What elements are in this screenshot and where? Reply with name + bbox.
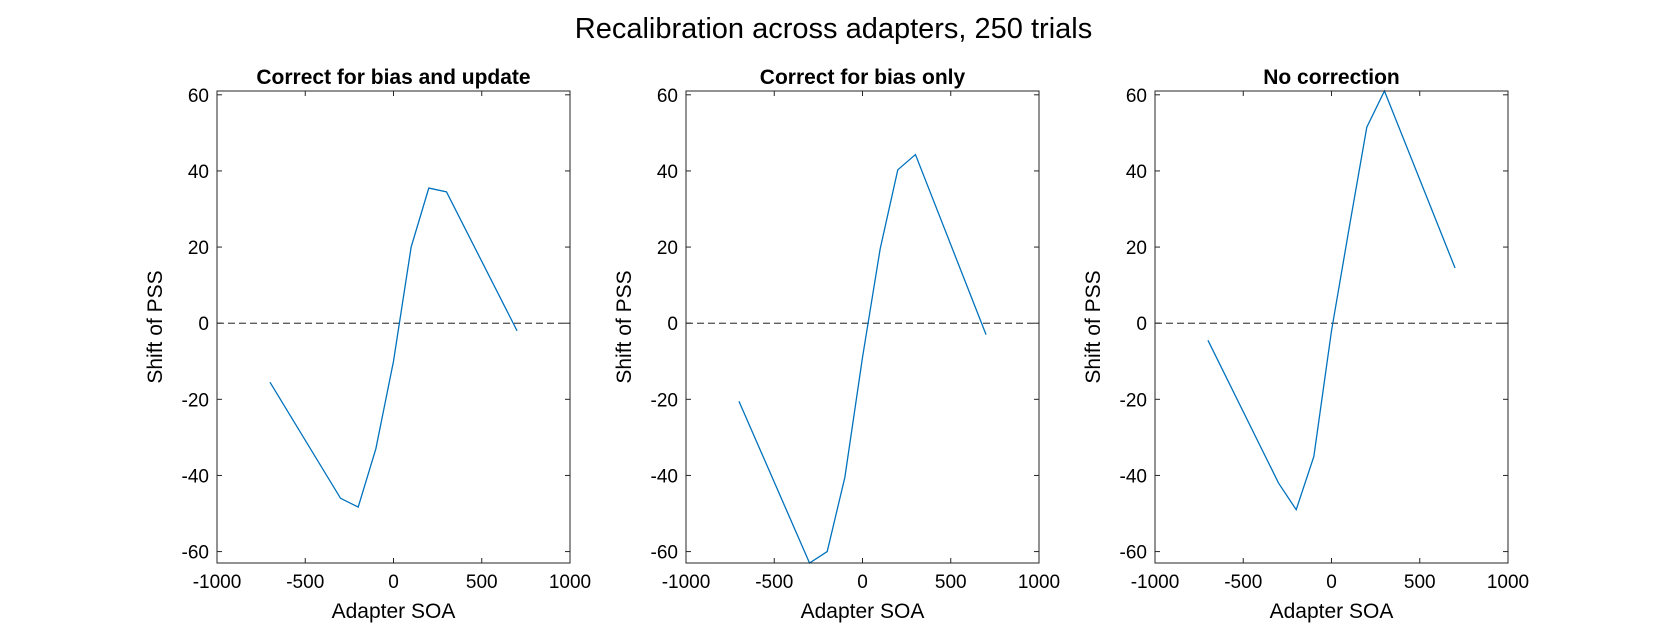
x-tick-label: 500 [935,572,967,593]
x-tick-label: 0 [857,572,868,593]
y-tick-label: 40 [1126,162,1147,183]
figure-title: Recalibration across adapters, 250 trial… [575,13,1092,45]
y-tick-label: -60 [651,543,678,564]
x-tick-label: 0 [388,572,399,593]
series-line [738,153,987,564]
y-tick-label: 60 [188,86,209,107]
x-tick-label: 500 [466,572,498,593]
series-line [269,187,518,508]
y-tick-label: -20 [1120,390,1147,411]
x-tick-label: 500 [1404,572,1436,593]
y-tick-label: 60 [1126,86,1147,107]
y-tick-label: -20 [651,390,678,411]
y-tick-label: -40 [1120,466,1147,487]
x-tick-label: -500 [286,572,324,593]
y-tick-label: 0 [667,314,678,335]
panels: -1000 -500 0 500 1000 -60 -40 -20 0 20 40 60 Correct… [144,66,1529,623]
y-tick-label: 60 [657,86,678,107]
x-tick-label: 0 [1326,572,1337,593]
y-axis-label: Shift of PSS [144,270,167,383]
y-tick-label: -60 [1120,543,1147,564]
y-tick-label: 40 [657,162,678,183]
x-tick-label: 1000 [549,572,591,593]
y-tick-label: 20 [1126,238,1147,259]
x-tick-label: -1000 [1131,572,1180,593]
y-tick-label: 20 [188,238,209,259]
series-line [1207,89,1456,512]
y-tick-label: -20 [182,390,209,411]
x-axis-label: Adapter SOA [332,600,456,623]
x-tick-label: -1000 [193,572,242,593]
x-tick-label: 1000 [1018,572,1060,593]
x-tick-label: 1000 [1487,572,1529,593]
y-tick-label: 0 [198,314,209,335]
panel-title: Correct for bias and update [256,66,530,89]
y-tick-label: -40 [651,466,678,487]
y-axis-label: Shift of PSS [613,270,636,383]
panel-title: Correct for bias only [760,66,966,89]
y-tick-label: -40 [182,466,209,487]
x-axis-label: Adapter SOA [801,600,925,623]
plot-area [217,91,570,563]
x-tick-label: -500 [1224,572,1262,593]
panel-3: -1000 -500 0 500 1000 -60 -40 -20 0 20 40 60 No corr… [1082,66,1529,623]
x-tick-label: -500 [755,572,793,593]
x-tick-label: -1000 [662,572,711,593]
panel-title: No correction [1263,66,1400,89]
y-axis-label: Shift of PSS [1082,270,1105,383]
y-tick-label: 0 [1136,314,1147,335]
panel-1: -1000 -500 0 500 1000 -60 -40 -20 0 20 40 60 Correct… [144,66,591,623]
panel-2: -1000 -500 0 500 1000 -60 -40 -20 0 20 40 60 Correct… [613,66,1060,623]
y-tick-label: 40 [188,162,209,183]
y-tick-label: -60 [182,543,209,564]
y-tick-label: 20 [657,238,678,259]
plot-area [686,91,1039,563]
x-axis-label: Adapter SOA [1270,600,1394,623]
